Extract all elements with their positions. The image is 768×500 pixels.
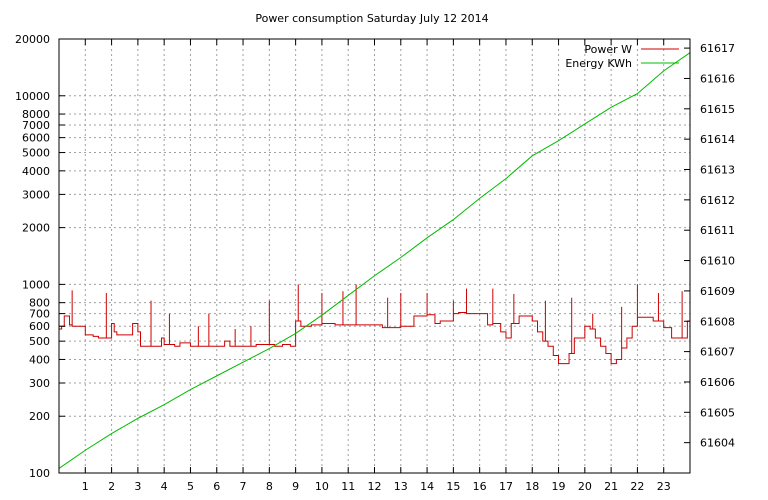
y-right-tick-label: 61614 [700,133,735,146]
x-tick-label: 11 [341,480,355,493]
axes-group: 1 2 3 4 5 6 7 8 9 10 11 12 13 14 15 16 17 18 19 20 21 22 23100… [15,33,735,493]
y-right-tick-label: 61605 [700,406,735,419]
legend-energy-label: Energy KWh [565,57,632,70]
x-tick-label: 17 [499,480,513,493]
y-left-tick-label: 700 [29,308,50,321]
y-left-tick-label: 600 [29,320,50,333]
chart-title: Power consumption Saturday July 12 2014 [255,12,488,25]
y-right-tick-label: 61609 [700,285,735,298]
y-left-tick-label: 3000 [22,188,50,201]
x-tick-label: 13 [394,480,408,493]
y-left-tick-label: 6000 [22,132,50,145]
grid-lines [59,38,690,474]
x-tick-label: 21 [604,480,618,493]
y-right-tick-label: 61612 [700,194,735,207]
y-left-tick-label: 200 [29,410,50,423]
energy-series-line [58,52,691,469]
x-tick-label: 5 [187,480,194,493]
series-group [58,52,691,469]
y-left-tick-label: 5000 [22,147,50,160]
x-tick-label: 4 [161,480,168,493]
y-right-tick-label: 61615 [700,103,735,116]
y-right-tick-label: 61607 [700,346,735,359]
x-tick-label: 3 [134,480,141,493]
x-tick-label: 23 [657,480,671,493]
y-right-tick-label: 61611 [700,224,735,237]
x-tick-label: 16 [473,480,487,493]
x-tick-label: 12 [368,480,382,493]
y-left-tick-label: 10000 [15,90,50,103]
y-right-tick-label: 61606 [700,376,735,389]
y-right-tick-label: 61608 [700,315,735,328]
x-tick-label: 1 [82,480,89,493]
power-series-line [59,311,690,365]
y-right-tick-label: 61610 [700,255,735,268]
x-tick-label: 19 [552,480,566,493]
y-left-tick-label: 4000 [22,165,50,178]
y-left-tick-label: 7000 [22,119,50,132]
x-tick-label: 15 [446,480,460,493]
y-left-tick-label: 500 [29,335,50,348]
x-tick-label: 6 [213,480,220,493]
y-right-tick-label: 61604 [700,437,735,450]
y-left-tick-label: 400 [29,353,50,366]
y-left-tick-label: 300 [29,377,50,390]
y-right-tick-label: 61617 [700,42,735,55]
y-left-tick-label: 1000 [22,278,50,291]
x-tick-label: 10 [315,480,329,493]
x-tick-label: 8 [266,480,273,493]
y-left-tick-label: 8000 [22,108,50,121]
legend: Power W Energy KWh [565,43,679,70]
y-left-tick-label: 20000 [15,33,50,46]
y-left-tick-label: 100 [29,467,50,480]
y-left-tick-label: 2000 [22,222,50,235]
x-tick-label: 9 [292,480,299,493]
x-tick-label: 14 [420,480,434,493]
x-tick-label: 22 [630,480,644,493]
y-left-tick-label: 800 [29,297,50,310]
x-tick-label: 7 [240,480,247,493]
y-right-tick-label: 61616 [700,72,735,85]
x-tick-label: 18 [525,480,539,493]
legend-power-label: Power W [584,43,632,56]
y-right-tick-label: 61613 [700,164,735,177]
x-tick-label: 2 [108,480,115,493]
plot-frame [58,38,691,474]
x-tick-label: 20 [578,480,592,493]
